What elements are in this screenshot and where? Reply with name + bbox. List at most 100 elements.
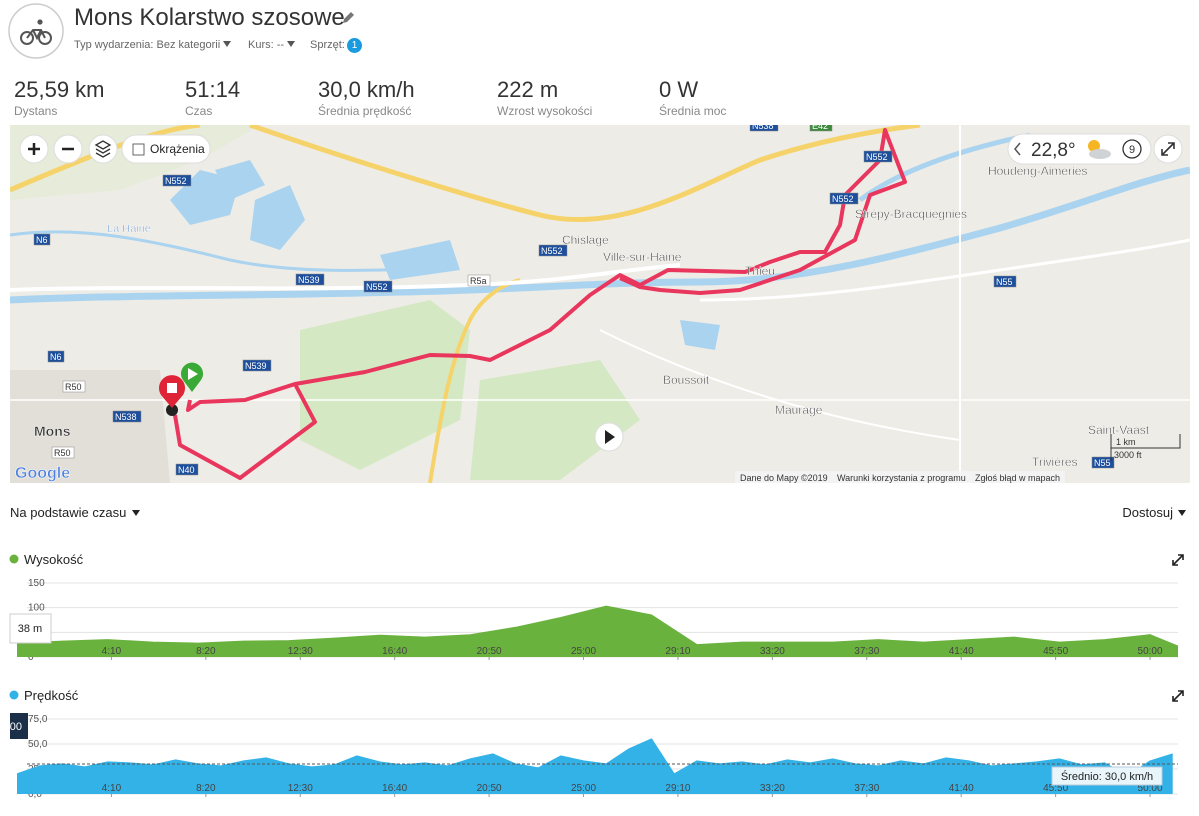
road-badge-bg xyxy=(538,244,568,257)
event-type[interactable]: Typ wydarzenia: Bez kategorii xyxy=(74,39,232,51)
road-label: N539 xyxy=(245,361,267,371)
road-badge: N538 xyxy=(749,125,779,132)
map-logo: Google xyxy=(15,465,70,482)
layers[interactable] xyxy=(88,134,118,164)
tooltip: 00 xyxy=(10,721,22,733)
tooltip-bg xyxy=(9,613,52,644)
customize-label: Dostosuj xyxy=(1122,505,1173,520)
road-label: N538 xyxy=(115,412,137,422)
route xyxy=(294,128,907,386)
event-type-value: Bez kategorii xyxy=(156,39,221,51)
chart-title: Prędkość xyxy=(24,688,79,703)
stat-value: 0 W xyxy=(659,77,699,102)
stat-value: 25,59 km xyxy=(14,77,105,102)
y-tick-label: 150 xyxy=(28,578,45,589)
average-label: Średnio: 30,0 km/h xyxy=(1061,770,1153,783)
route-map[interactable]: Mons Boussoit Maurage Chislage Ville-sur-Hai… xyxy=(10,125,1190,483)
temperature: 22,8° xyxy=(1031,140,1076,161)
x-tick-label: 20:50 xyxy=(477,646,502,657)
stat-label: Czas xyxy=(185,104,213,118)
course[interactable]: Kurs: -- xyxy=(248,39,296,51)
play-button[interactable] xyxy=(594,422,624,452)
road-badge-bg xyxy=(242,359,272,372)
expand-icon xyxy=(1172,690,1184,702)
expand-chart[interactable] xyxy=(1172,554,1184,566)
area-line xyxy=(16,738,1173,777)
x-tick-label: 16:40 xyxy=(382,646,407,657)
road-badge: N6 xyxy=(33,233,51,246)
stat-label: Średnia prędkość xyxy=(318,104,412,118)
road-label: N552 xyxy=(541,246,563,256)
gear-count[interactable]: 1 xyxy=(347,38,362,53)
road-label: N552 xyxy=(866,152,888,162)
attribution: Dane do Mapy ©2019 xyxy=(740,473,828,483)
x-tick-label: 12:30 xyxy=(288,783,313,794)
x-tick-label: 33:20 xyxy=(760,783,785,794)
stat-value: 51:14 xyxy=(185,77,241,102)
edit-icon[interactable] xyxy=(342,11,355,24)
zoom-in[interactable] xyxy=(19,134,49,164)
fullscreen[interactable] xyxy=(1153,134,1183,164)
road-label: N6 xyxy=(50,352,62,362)
y-tick-label: 50,0 xyxy=(28,739,48,750)
road-badge: N552 xyxy=(829,192,859,205)
road-badge: N552 xyxy=(162,174,192,187)
place-label: La Haine xyxy=(107,223,151,235)
stat-value: 222 m xyxy=(497,77,559,102)
place-label: Thieu xyxy=(745,264,775,278)
end-marker[interactable] xyxy=(159,375,185,416)
road-label: N552 xyxy=(165,176,187,186)
road-label: N552 xyxy=(832,194,854,204)
weather[interactable]: 22,8° 9 xyxy=(1007,133,1152,165)
road-badge-bg xyxy=(809,125,833,132)
customize[interactable]: Dostosuj xyxy=(1122,505,1186,520)
stat-value: 30,0 km/h xyxy=(318,77,415,102)
start-marker[interactable] xyxy=(181,362,203,392)
zoom-out[interactable] xyxy=(53,134,83,164)
road-badge-bg xyxy=(175,463,199,476)
place-label: Chislage xyxy=(562,233,609,247)
activity-icon xyxy=(8,3,64,59)
expand-chart[interactable] xyxy=(1172,690,1184,702)
x-tick-label: 12:30 xyxy=(288,646,313,657)
terms-link[interactable]: Warunki korzystania z programu xyxy=(837,473,966,483)
road-badge: N55 xyxy=(1091,456,1115,469)
place-label: Maurage xyxy=(775,403,823,417)
chart-basis[interactable]: Na podstawie czasu xyxy=(10,505,141,520)
road-label: N40 xyxy=(178,465,195,475)
scale-bar: 1 km 3000 ft xyxy=(1110,434,1181,461)
road-badge-bg xyxy=(363,280,393,293)
road-badge-bg xyxy=(51,446,75,459)
x-tick-label: 4:10 xyxy=(102,646,122,657)
road-badge-bg xyxy=(863,150,893,163)
road-badge-bg xyxy=(993,275,1017,288)
road-badge-bg xyxy=(829,192,859,205)
road-badge: N539 xyxy=(295,273,325,286)
place-label: Boussoit xyxy=(663,373,710,387)
road-badge-bg xyxy=(295,273,325,286)
road-badge-bg xyxy=(749,125,779,132)
area-fill xyxy=(17,739,1173,794)
x-tick-label: 45:50 xyxy=(1043,783,1068,794)
x-tick-label: 33:20 xyxy=(760,646,785,657)
x-tick-label: 37:30 xyxy=(854,783,879,794)
road-badge-bg xyxy=(467,274,491,287)
legend-dot xyxy=(9,690,19,700)
road-label: N552 xyxy=(366,282,388,292)
x-tick-label: 8:20 xyxy=(196,783,216,794)
laps-toggle[interactable]: Okrążenia xyxy=(121,134,211,164)
road-badge: N539 xyxy=(242,359,272,372)
road-label: R50 xyxy=(65,382,82,392)
report-link[interactable]: Zgłoś błąd w mapach xyxy=(975,473,1060,483)
road-label: N6 xyxy=(36,235,48,245)
gear-label: Sprzęt: xyxy=(310,39,345,51)
road-badge: N6 xyxy=(47,350,65,363)
wind-speed: 9 xyxy=(1129,144,1135,156)
laps-label: Okrążenia xyxy=(150,142,205,156)
tooltip-bg xyxy=(10,713,28,739)
stat-label: Wzrost wysokości xyxy=(497,104,593,118)
place-label: Saint-Vaast xyxy=(1088,423,1150,437)
road-badge-bg xyxy=(1091,456,1115,469)
average-label-bg xyxy=(1051,766,1163,786)
